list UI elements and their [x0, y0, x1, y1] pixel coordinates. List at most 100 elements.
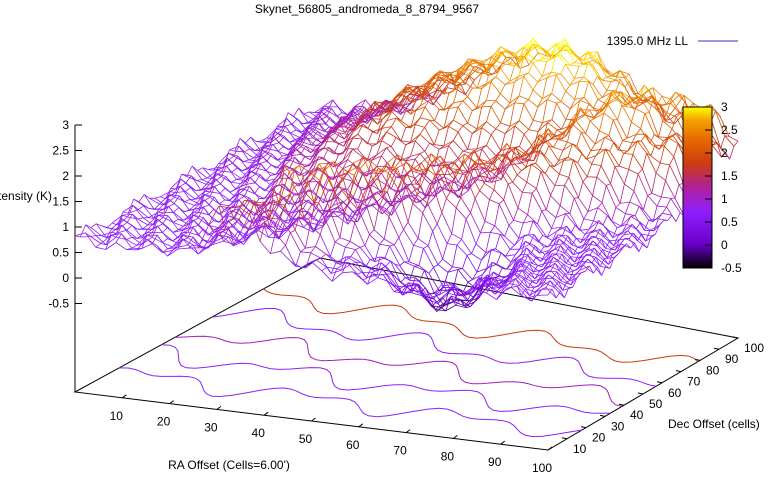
mesh-segment: [218, 230, 224, 242]
mesh-segment: [182, 238, 189, 246]
mesh-segment: [192, 244, 199, 255]
mesh-segment: [391, 126, 402, 142]
mesh-segment: [459, 293, 465, 296]
mesh-segment: [725, 152, 731, 160]
mesh-segment: [546, 93, 553, 100]
mesh-segment: [164, 191, 171, 206]
mesh-segment: [583, 60, 589, 78]
mesh-segment: [577, 246, 582, 249]
mesh-segment: [516, 174, 528, 183]
mesh-segment: [463, 184, 469, 191]
mesh-segment: [486, 121, 497, 130]
mesh-segment: [496, 143, 508, 157]
mesh-segment: [530, 272, 536, 280]
mesh-segment: [218, 234, 229, 238]
mesh-segment: [566, 225, 572, 234]
mesh-segment: [534, 271, 540, 280]
mesh-segment: [495, 46, 502, 57]
mesh-segment: [504, 126, 511, 134]
mesh-segment: [529, 147, 535, 150]
mesh-segment: [278, 136, 285, 143]
mesh-segment: [647, 195, 658, 207]
mesh-segment: [609, 142, 615, 152]
mesh-segment: [550, 270, 562, 282]
mesh-segment: [516, 286, 522, 296]
mesh-segment: [510, 278, 516, 288]
mesh-segment: [350, 249, 356, 257]
mesh-segment: [429, 292, 435, 295]
mesh-segment: [388, 216, 400, 238]
mesh-segment: [309, 111, 319, 119]
mesh-segment: [656, 104, 662, 107]
mesh-segment: [497, 268, 503, 277]
mesh-segment: [167, 238, 173, 242]
mesh-segment: [456, 244, 468, 256]
mesh-segment: [495, 122, 501, 130]
mesh-segment: [322, 212, 334, 227]
mesh-segment: [387, 162, 393, 172]
mesh-segment: [357, 205, 368, 216]
mesh-segment: [442, 296, 448, 305]
mesh-segment: [471, 294, 477, 302]
mesh-segment: [294, 137, 301, 140]
mesh-segment: [398, 229, 404, 238]
mesh-segment: [95, 223, 107, 238]
mesh-segment: [455, 299, 461, 306]
mesh-segment: [376, 262, 382, 276]
mesh-segment: [576, 238, 581, 244]
mesh-segment: [283, 172, 290, 179]
mesh-segment: [494, 225, 505, 237]
mesh-segment: [138, 194, 145, 203]
mesh-segment: [347, 131, 354, 141]
mesh-segment: [491, 175, 497, 180]
mesh-segment: [635, 222, 641, 230]
mesh-segment: [307, 118, 314, 123]
mesh-segment: [504, 81, 515, 85]
mesh-segment: [500, 51, 507, 58]
mesh-segment: [383, 274, 389, 282]
mesh-segment: [671, 116, 677, 129]
x-tick-label: 60: [346, 438, 360, 452]
mesh-segment: [659, 146, 665, 164]
mesh-segment: [444, 280, 450, 289]
x-tick-mark: [122, 394, 127, 399]
mesh-segment: [462, 122, 468, 126]
mesh-segment: [175, 178, 182, 193]
mesh-segment: [459, 64, 470, 77]
mesh-segment: [517, 277, 529, 289]
mesh-segment: [602, 104, 608, 111]
mesh-segment: [603, 104, 609, 114]
mesh-segment: [203, 231, 215, 248]
mesh-segment: [562, 141, 568, 151]
mesh-segment: [193, 206, 204, 213]
mesh-segment: [465, 171, 471, 176]
mesh-segment: [641, 140, 652, 157]
mesh-segment: [581, 240, 587, 249]
mesh-segment: [338, 132, 345, 140]
mesh-segment: [218, 222, 224, 228]
mesh-segment: [582, 176, 588, 182]
mesh-segment: [252, 160, 259, 163]
mesh-segment: [208, 169, 214, 171]
mesh-segment: [518, 260, 524, 265]
mesh-segment: [495, 100, 506, 110]
mesh-segment: [547, 133, 558, 137]
mesh-segment: [483, 161, 489, 165]
mesh-segment: [444, 72, 451, 77]
mesh-segment: [318, 156, 324, 159]
mesh-segment: [177, 226, 184, 231]
mesh-segment: [496, 51, 502, 62]
mesh-segment: [582, 181, 593, 196]
mesh-segment: [392, 283, 398, 288]
mesh-segment: [522, 192, 533, 194]
mesh-segment: [383, 107, 389, 113]
mesh-segment: [208, 208, 215, 216]
mesh-segment: [436, 212, 443, 225]
mesh-segment: [513, 220, 524, 224]
mesh-segment: [444, 74, 450, 83]
mesh-segment: [386, 102, 393, 115]
mesh-segment: [203, 199, 210, 206]
mesh-segment: [288, 218, 294, 229]
mesh-segment: [462, 100, 473, 111]
